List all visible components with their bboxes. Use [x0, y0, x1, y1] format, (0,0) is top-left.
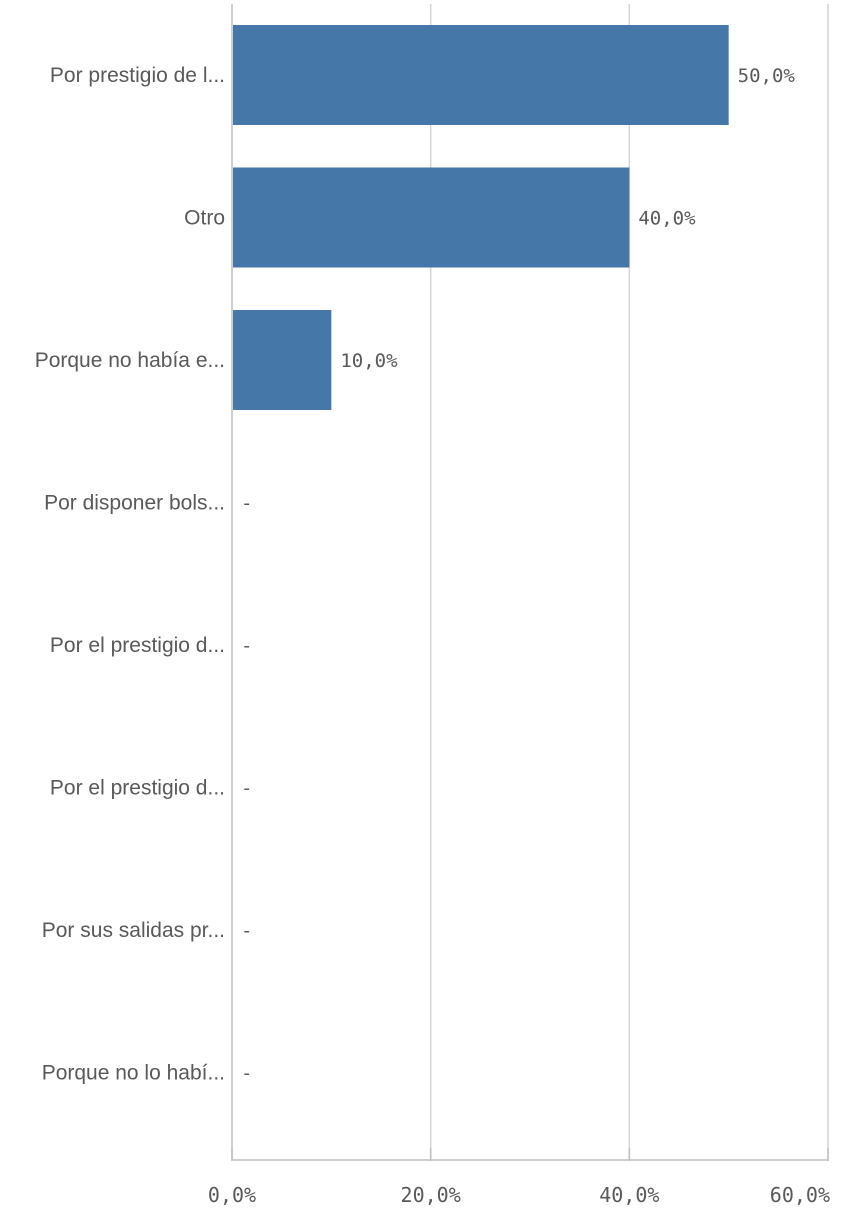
category-label: Por el prestigio d...: [50, 634, 225, 657]
x-tick-label: 40,0%: [599, 1183, 659, 1207]
x-tick-label: 20,0%: [401, 1183, 461, 1207]
category-label: Por disponer bols...: [44, 492, 225, 515]
bar[interactable]: [233, 25, 729, 125]
value-labels: 50,0% 40,0% 10,0% - - - - -: [241, 65, 795, 1085]
bars: [233, 25, 729, 410]
category-label: Por el prestigio d...: [50, 777, 225, 800]
category-label: Otro: [184, 207, 225, 230]
category-labels: Por prestigio de l... Otro Porque no había…: [35, 64, 225, 1085]
x-tick-label: 60,0%: [770, 1183, 830, 1207]
category-label: Por prestigio de l...: [50, 64, 225, 87]
data-label: -: [241, 1063, 252, 1085]
x-axis-tick-labels: 0,0% 20,0% 40,0% 60,0%: [208, 1183, 830, 1207]
data-label: -: [241, 920, 252, 942]
bar[interactable]: [233, 310, 332, 410]
data-label: -: [241, 493, 252, 515]
x-tick-label: 0,0%: [208, 1183, 256, 1207]
category-label: Por sus salidas pr...: [42, 919, 225, 942]
data-label: -: [241, 778, 252, 800]
data-label: 40,0%: [638, 208, 696, 230]
bar[interactable]: [233, 167, 630, 268]
data-label: 10,0%: [340, 350, 398, 372]
category-label: Porque no lo habí...: [42, 1062, 225, 1085]
data-label: -: [241, 635, 252, 657]
category-label: Porque no había e...: [35, 349, 225, 372]
data-label: 50,0%: [738, 65, 796, 87]
